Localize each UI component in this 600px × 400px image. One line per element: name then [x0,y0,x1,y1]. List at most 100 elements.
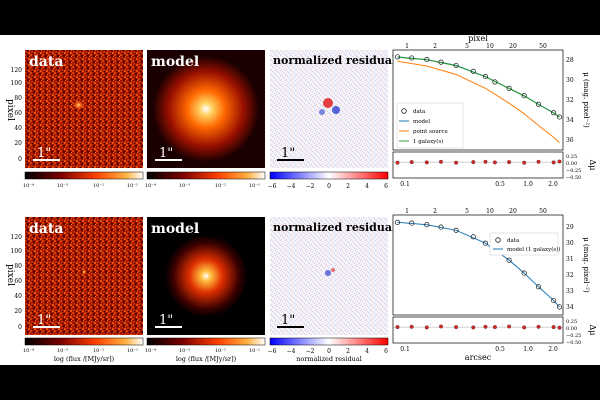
svg-text:2: 2 [346,348,350,355]
svg-text:10⁻⁴: 10⁻⁴ [145,183,156,189]
data-point [551,110,557,116]
svg-text:10⁻³: 10⁻³ [179,183,190,189]
legend-label: data [507,238,520,244]
residual-point [424,160,429,165]
residual-axes-bottom [392,316,564,344]
svg-text:2.0: 2.0 [548,346,558,353]
legend-label: model [413,119,430,125]
svg-text:30: 30 [566,240,574,247]
image-top-residual [270,50,388,168]
data-point [394,219,401,225]
series-line-model-1-galaxy-s- [397,221,560,308]
y-ticks-right: 29 30 31 32 33 34 [566,224,574,311]
svg-text:6: 6 [384,183,388,190]
svg-text:10: 10 [486,208,494,215]
svg-text:−4: −4 [287,348,296,355]
residual-point [483,324,488,329]
svg-text:0: 0 [18,156,22,163]
residual-point [551,160,556,165]
svg-text:10⁻³: 10⁻³ [179,348,190,354]
svg-text:10⁻²: 10⁻² [93,183,104,189]
data-point [492,79,498,85]
svg-text:40: 40 [14,125,22,132]
residual-point [492,325,497,330]
svg-text:36: 36 [566,137,574,144]
series-line-1-galaxy-s- [397,56,560,118]
svg-text:32: 32 [566,97,574,104]
data-point [556,114,563,120]
legend-marker-data [495,237,501,243]
data-point [424,222,430,228]
svg-text:100: 100 [11,248,23,255]
panel-bottom-model: model 1" [147,217,265,335]
residual-point [557,325,562,330]
svg-text:80: 80 [14,263,22,270]
residual-point [471,160,476,165]
svg-text:80: 80 [14,95,22,102]
svg-text:10⁻¹: 10⁻¹ [249,348,260,354]
data-point [506,85,512,91]
svg-text:10⁻¹: 10⁻¹ [249,183,260,189]
data-point [424,57,430,63]
svg-text:10⁻³: 10⁻³ [57,183,68,189]
x-axis-label: arcsec [465,353,492,362]
svg-text:120: 120 [11,234,23,241]
data-point [453,62,459,68]
svg-text:−0.25: −0.25 [566,168,581,174]
panel-bottom-residual: normalized residual 1" [270,217,396,335]
svg-text:40: 40 [14,293,22,300]
y-axis-label-right: μ (mag. pixel⁻²) [582,72,590,128]
y-ticks-right: 28 30 32 34 36 [566,57,574,144]
row-top: data 1" pixel 120 100 80 60 40 20 0 mode… [5,34,597,190]
svg-text:20: 20 [14,308,22,315]
galaxy-top-data [62,90,98,120]
svg-text:50: 50 [539,43,547,50]
data-point [521,93,527,99]
svg-text:0.25: 0.25 [566,319,577,325]
data-point [482,74,489,80]
svg-text:20: 20 [509,43,517,50]
svg-text:29: 29 [566,224,574,231]
svg-text:0.1: 0.1 [400,181,410,188]
svg-text:1: 1 [405,43,409,50]
data-point [556,304,563,310]
svg-text:2: 2 [346,183,350,190]
panel-title: data [29,221,63,237]
colorbar-bottom-residual: −6 −4 −2 0 2 4 6 normalized residual [268,337,389,363]
residual-point [557,159,562,164]
residual-ticks-right: 0.25 0.00 −0.25 −0.50 [566,154,581,181]
svg-text:34: 34 [566,117,574,124]
residual-axis-label: Δμ [588,325,597,336]
residual-point [522,325,527,330]
residual-point [471,325,476,330]
legend-label: 1 galaxy(s) [413,138,443,145]
colorbar-label: normalized residual [296,355,362,363]
scalebar-label: 1" [37,146,51,161]
svg-text:−6: −6 [268,183,277,190]
legend-label: point source [413,129,448,135]
data-point [453,227,459,233]
data-point [535,284,542,290]
svg-text:10⁻⁴: 10⁻⁴ [145,348,156,354]
data-point [521,270,527,276]
svg-text:2: 2 [433,208,437,215]
y-axis-label: pixel [5,264,15,286]
svg-text:60: 60 [14,278,22,285]
colorbar-label: log (flux /[MJy/sr]) [176,355,237,363]
svg-text:10⁻¹: 10⁻¹ [127,183,138,189]
residual-point [507,160,512,165]
svg-text:32: 32 [566,272,574,279]
data-point [482,240,489,246]
galaxy-bottom-data [72,260,96,284]
residual-axes-top [392,151,564,179]
svg-text:60: 60 [14,110,22,117]
row-bottom: data 1" pixel 120 100 80 60 40 20 0 mode… [5,208,597,363]
colorbar-top-data: 10⁻⁴ 10⁻³ 10⁻² 10⁻¹ [23,171,144,189]
svg-text:10⁻²: 10⁻² [215,183,226,189]
profile-plot-bottom: 1 2 5 10 20 50 29 30 31 32 33 34 μ (mag.… [392,208,597,362]
panel-title: model [151,54,199,70]
top-axis-label: pixel [468,34,488,43]
scalebar-label: 1" [281,146,295,161]
residual-point [439,324,443,329]
